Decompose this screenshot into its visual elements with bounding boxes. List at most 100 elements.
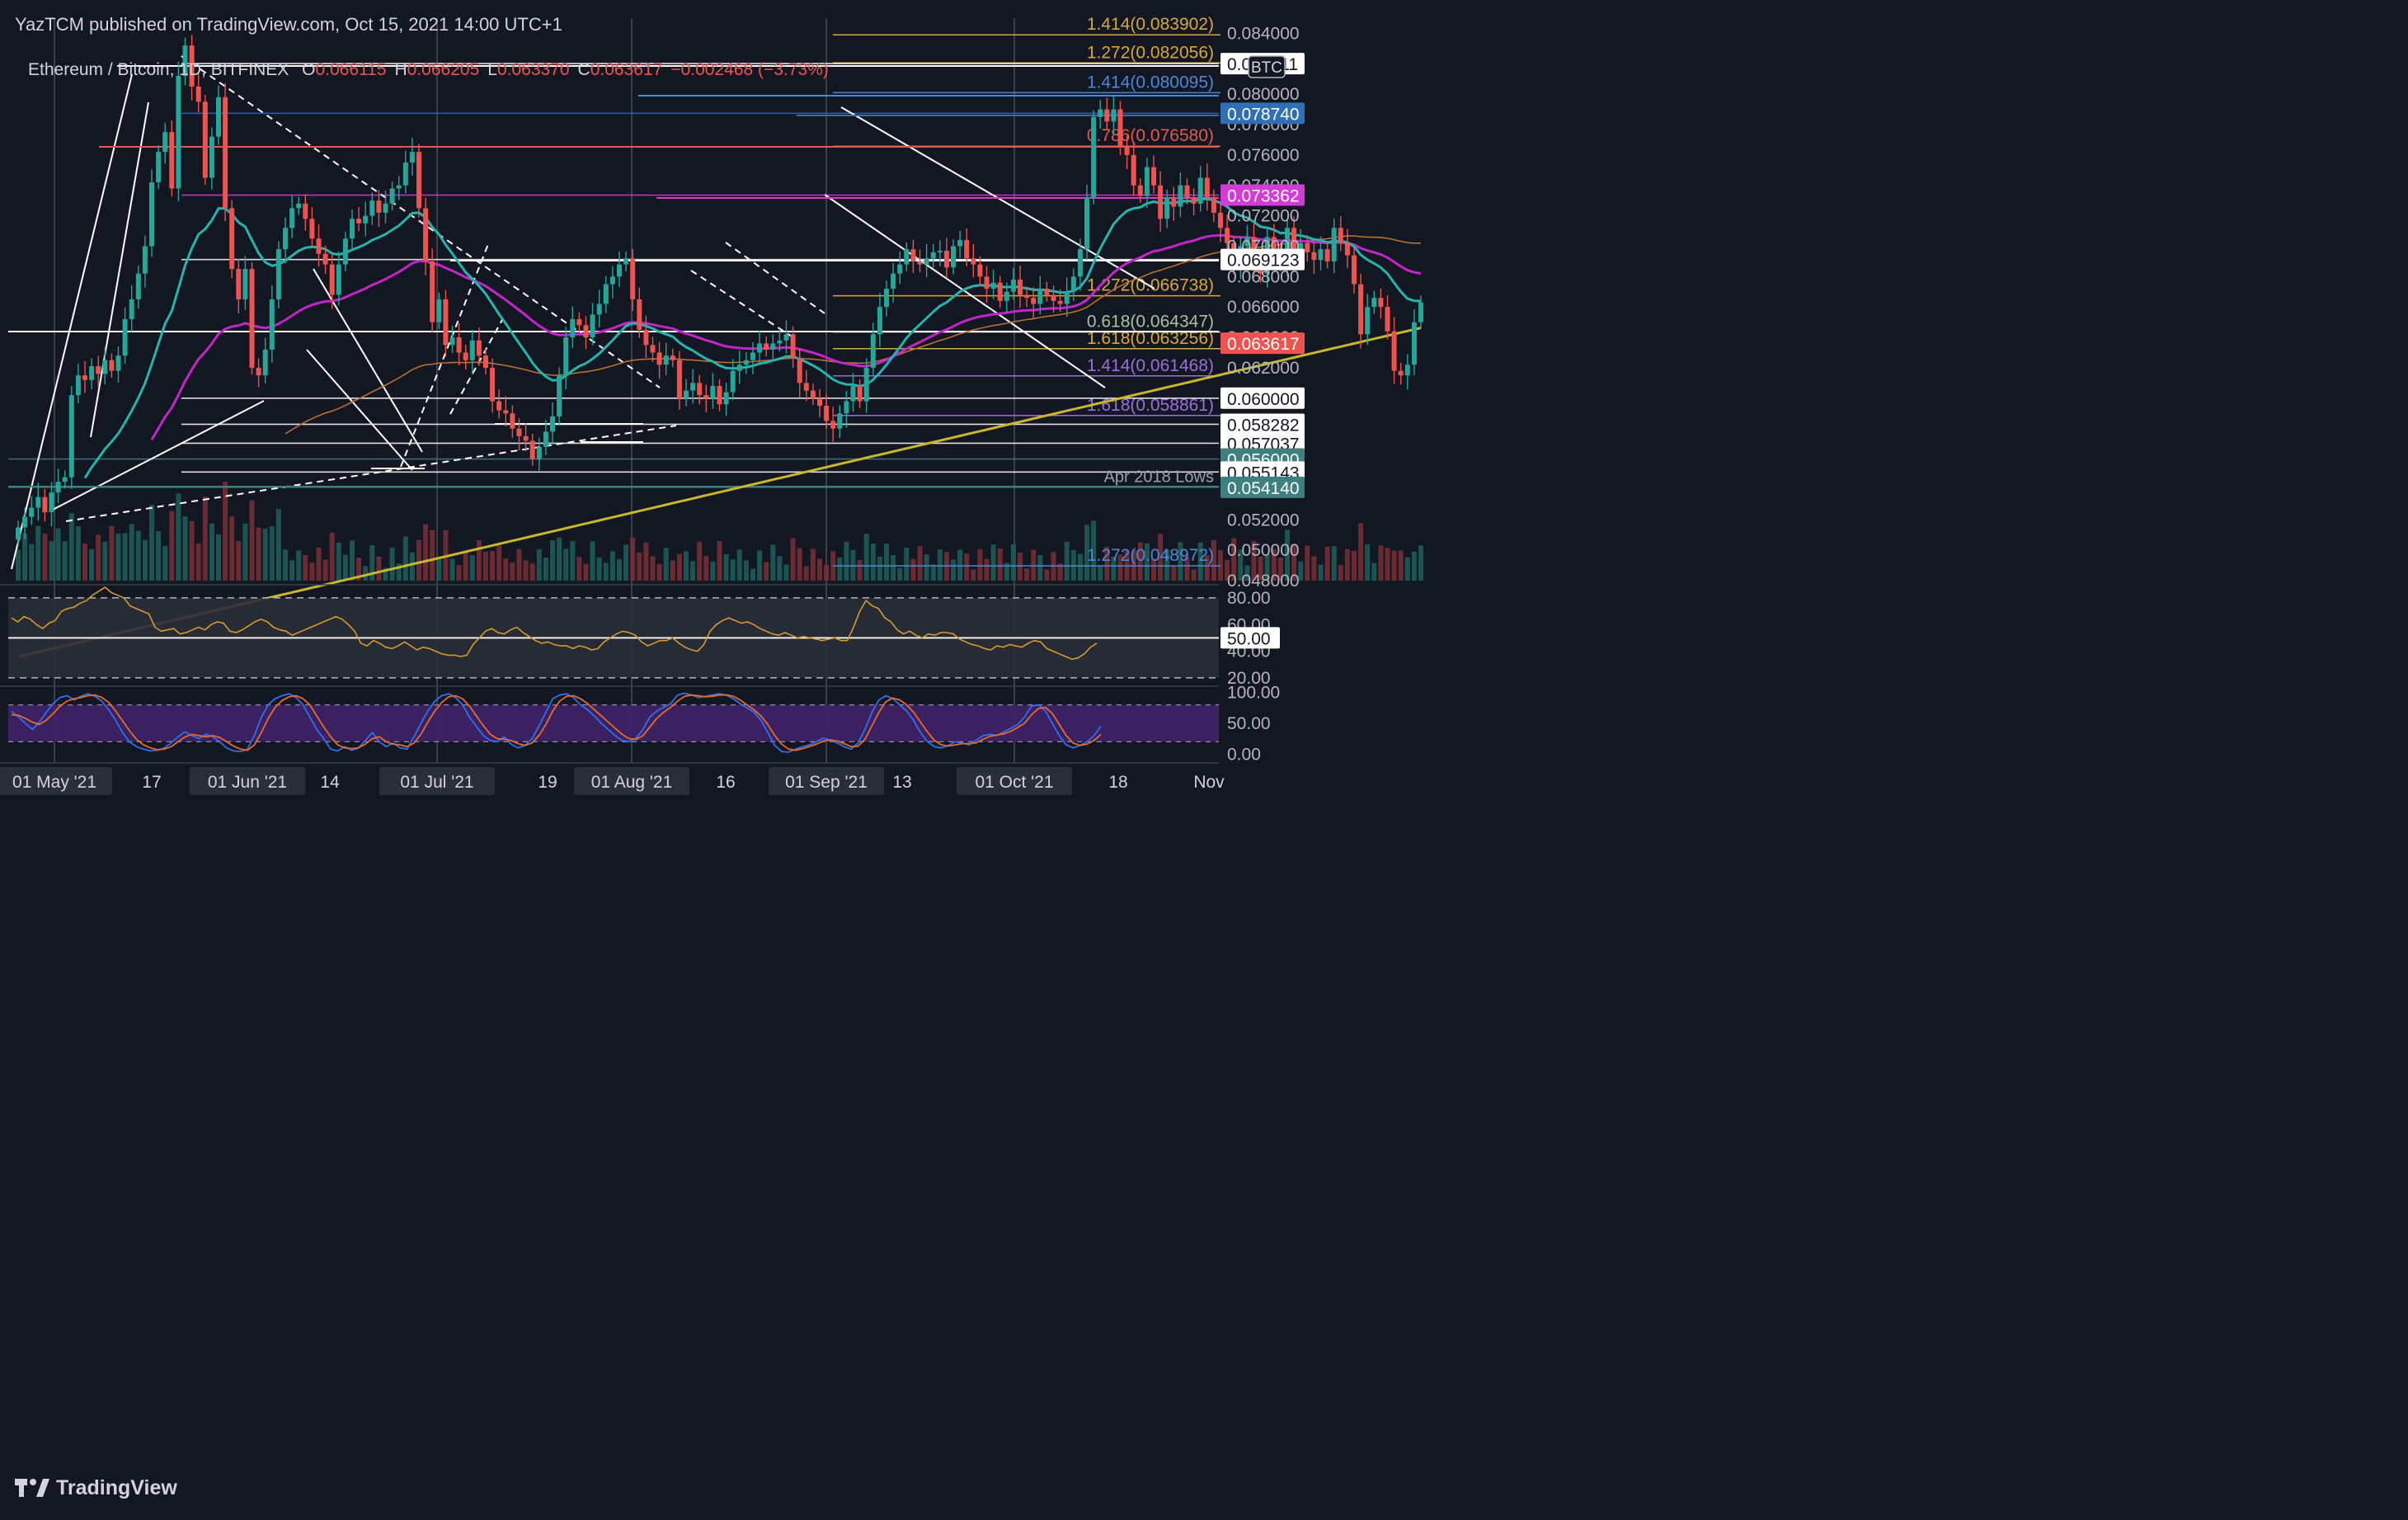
- candle[interactable]: [430, 248, 435, 333]
- candle[interactable]: [490, 358, 496, 413]
- candle[interactable]: [897, 251, 903, 285]
- candle[interactable]: [736, 351, 742, 384]
- candle[interactable]: [1164, 189, 1170, 228]
- candle[interactable]: [89, 358, 95, 389]
- candle[interactable]: [389, 181, 395, 211]
- candle[interactable]: [322, 245, 328, 274]
- candle[interactable]: [16, 520, 21, 547]
- candle[interactable]: [329, 253, 335, 309]
- candle[interactable]: [1331, 219, 1337, 274]
- candle[interactable]: [402, 150, 408, 194]
- candle[interactable]: [1191, 188, 1197, 216]
- candle[interactable]: [1371, 290, 1377, 314]
- candle[interactable]: [1158, 171, 1164, 232]
- candle[interactable]: [1404, 354, 1410, 390]
- candle[interactable]: [943, 238, 949, 279]
- candle[interactable]: [1391, 317, 1397, 384]
- candle[interactable]: [1117, 101, 1123, 156]
- candle[interactable]: [49, 482, 54, 527]
- candle[interactable]: [1010, 267, 1016, 300]
- candle[interactable]: [1171, 186, 1177, 221]
- candle[interactable]: [783, 320, 789, 354]
- candle[interactable]: [336, 251, 341, 306]
- candle[interactable]: [1411, 308, 1417, 375]
- candle[interactable]: [189, 35, 195, 101]
- time-axis[interactable]: 01 May '21 17 01 Jun '21 14 01 Jul '21 19 01 A…: [0, 762, 1225, 795]
- candle[interactable]: [904, 242, 910, 271]
- candle[interactable]: [1318, 236, 1324, 271]
- candle[interactable]: [275, 241, 281, 309]
- candle[interactable]: [303, 194, 308, 231]
- candle[interactable]: [142, 235, 148, 288]
- candle[interactable]: [1311, 242, 1317, 275]
- candle[interactable]: [376, 190, 382, 228]
- candle[interactable]: [156, 144, 162, 190]
- candle[interactable]: [503, 396, 509, 426]
- candle[interactable]: [650, 336, 656, 362]
- candle[interactable]: [917, 249, 923, 273]
- price-candles[interactable]: [16, 35, 1423, 547]
- candle[interactable]: [583, 316, 589, 350]
- candle[interactable]: [1144, 158, 1150, 208]
- candle[interactable]: [870, 322, 876, 376]
- candle[interactable]: [730, 359, 736, 401]
- candle[interactable]: [35, 482, 41, 521]
- candle[interactable]: [529, 434, 535, 466]
- candle[interactable]: [697, 374, 703, 405]
- candle[interactable]: [1031, 287, 1037, 318]
- candle[interactable]: [857, 379, 863, 408]
- candle[interactable]: [990, 270, 996, 299]
- candle[interactable]: [1324, 242, 1330, 269]
- candle[interactable]: [844, 390, 849, 428]
- candle[interactable]: [997, 275, 1003, 308]
- candle[interactable]: [1070, 268, 1076, 302]
- candle[interactable]: [817, 388, 822, 418]
- candle[interactable]: [1358, 273, 1364, 349]
- candle[interactable]: [216, 85, 221, 145]
- candle[interactable]: [1111, 95, 1117, 135]
- candle[interactable]: [1064, 277, 1070, 318]
- candle[interactable]: [543, 420, 548, 455]
- candle[interactable]: [409, 138, 415, 176]
- candle[interactable]: [1184, 178, 1190, 205]
- candle[interactable]: [964, 228, 970, 267]
- candle[interactable]: [703, 384, 709, 412]
- candle[interactable]: [256, 358, 261, 388]
- candle[interactable]: [469, 330, 475, 374]
- candle[interactable]: [777, 328, 783, 352]
- candle[interactable]: [1385, 295, 1390, 340]
- candle[interactable]: [1084, 184, 1089, 260]
- candle[interactable]: [1225, 214, 1230, 254]
- candle[interactable]: [1024, 286, 1030, 308]
- candle[interactable]: [750, 341, 755, 374]
- candle[interactable]: [1338, 216, 1343, 252]
- candle[interactable]: [790, 326, 796, 369]
- candle[interactable]: [1178, 172, 1183, 218]
- candle[interactable]: [55, 468, 61, 503]
- candle[interactable]: [757, 330, 763, 364]
- candle[interactable]: [957, 230, 963, 258]
- candle[interactable]: [242, 256, 248, 310]
- candle[interactable]: [1037, 275, 1043, 315]
- candle[interactable]: [249, 261, 255, 375]
- candle[interactable]: [630, 248, 636, 312]
- candle[interactable]: [96, 355, 101, 388]
- candle[interactable]: [710, 373, 716, 409]
- candle[interactable]: [891, 262, 896, 304]
- candle[interactable]: [884, 280, 889, 317]
- candle[interactable]: [383, 191, 388, 224]
- candle[interactable]: [663, 342, 669, 375]
- candle[interactable]: [971, 244, 976, 278]
- candle[interactable]: [262, 337, 268, 384]
- candle[interactable]: [476, 327, 482, 366]
- candle[interactable]: [1077, 238, 1083, 291]
- candle[interactable]: [209, 127, 214, 190]
- candle[interactable]: [824, 393, 830, 430]
- candle[interactable]: [109, 353, 115, 378]
- candle[interactable]: [1104, 97, 1110, 130]
- candle[interactable]: [1124, 135, 1130, 170]
- candle[interactable]: [416, 144, 421, 218]
- candle[interactable]: [563, 327, 569, 390]
- candle[interactable]: [850, 373, 856, 412]
